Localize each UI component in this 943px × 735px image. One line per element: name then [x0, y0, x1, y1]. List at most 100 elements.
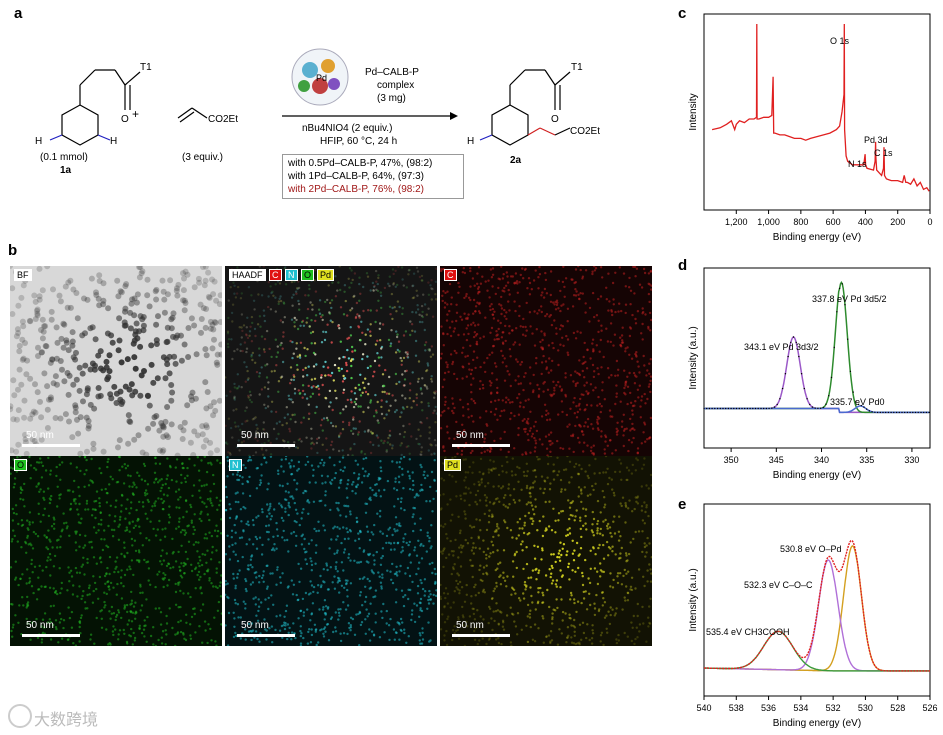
scale-bar [22, 634, 80, 637]
data-point [722, 407, 724, 410]
fit-component-3 [704, 630, 930, 672]
data-point [708, 407, 711, 410]
data-point [825, 403, 827, 405]
data-point [830, 376, 833, 379]
reaction-scheme: T1 O H H (0.1 mmol) 1a + CO2Et (3 equiv.… [35, 48, 600, 176]
panel-label-d: d [678, 257, 688, 274]
catalyst-pd-label: Pd [316, 73, 327, 83]
peak-label: 535.4 eV CH3COOH [706, 627, 790, 637]
x-tick-label: 350 [724, 455, 739, 465]
data-point [860, 404, 862, 407]
data-point [716, 407, 719, 410]
data-point [806, 398, 808, 400]
data-point [787, 355, 789, 358]
x-tick-label: 340 [814, 455, 829, 465]
xps-survey-chart: 1,200 1,000 800 600 400 200 0 Binding energy (e… [688, 13, 933, 243]
microscopy-map-1: BF 50 nm [10, 266, 222, 456]
survey-spectrum [711, 23, 930, 192]
data-point [819, 407, 822, 409]
x-tick-label: 345 [769, 455, 784, 465]
data-point [711, 407, 713, 410]
microscopy-map-6: Pd 50 nm [440, 456, 652, 646]
map-tag-c: C [444, 269, 457, 281]
x-tick-label: 800 [793, 217, 808, 227]
data-point [904, 411, 906, 414]
data-point [744, 407, 746, 410]
scale-bar [452, 634, 510, 637]
data-point [885, 411, 887, 414]
peak-label: Pd 3d [864, 135, 888, 145]
peak-label: C 1s [874, 148, 893, 158]
plot-frame [703, 503, 931, 697]
data-point [887, 411, 890, 414]
data-point [735, 407, 738, 410]
data-point [754, 407, 757, 410]
data-point [730, 407, 732, 410]
x-tick-label: 0 [927, 217, 932, 227]
envelope-line [704, 539, 930, 672]
data-point [822, 406, 824, 409]
peak-label: O 1s [830, 36, 850, 46]
scale-bar-label: 50 nm [241, 430, 269, 441]
starting-material-1a [49, 69, 141, 146]
data-point [855, 400, 857, 403]
data-point [917, 411, 919, 414]
x-tick-label: 400 [858, 217, 873, 227]
data-point [833, 346, 835, 349]
data-point [882, 411, 884, 414]
y-axis-label: Intensity (a.u.) [688, 326, 699, 389]
x-tick-label: 335 [859, 455, 874, 465]
data-point [906, 411, 909, 414]
product-h: H [467, 136, 474, 147]
panel-label-a: a [14, 5, 23, 22]
x-tick-label: 532 [826, 703, 841, 713]
data-point [760, 407, 762, 410]
xps-o1s-chart: 540 538 536 534 532 530 528 526 Binding energy (… [688, 503, 938, 729]
product-group: CO2Et [570, 126, 600, 137]
data-point [866, 408, 868, 410]
peak-label: N 1s [848, 159, 867, 169]
fit-component-1 [704, 545, 930, 672]
data-point [738, 407, 740, 410]
map-texture [440, 456, 652, 646]
panel-label-b: b [8, 242, 18, 259]
data-point [912, 411, 914, 414]
data-point [771, 407, 773, 409]
data-point [898, 411, 900, 414]
peak-label: 343.1 eV Pd 3d3/2 [744, 342, 819, 352]
data-point [768, 407, 770, 410]
data-point [749, 407, 751, 410]
data-point [763, 407, 765, 410]
data-point [925, 411, 928, 414]
panel-label-e: e [678, 496, 687, 513]
plot-frame [703, 267, 931, 449]
peak-label: 337.8 eV Pd 3d5/2 [812, 294, 887, 304]
scale-bar-label: 50 nm [456, 620, 484, 631]
sm-amount: (0.1 mmol) [40, 152, 88, 163]
x-tick-label: 540 [696, 703, 711, 713]
data-point [727, 407, 730, 410]
data-point [706, 407, 708, 410]
map-tag-bf: BF [14, 269, 32, 281]
data-point [868, 410, 871, 412]
scale-bar [452, 444, 510, 447]
sm-h-left: H [35, 136, 42, 147]
x-tick-label: 530 [858, 703, 873, 713]
data-point [776, 403, 778, 406]
scale-bar-label: 50 nm [26, 620, 54, 631]
data-point [928, 411, 930, 414]
data-point [798, 355, 800, 358]
product-oxygen: O [551, 114, 559, 125]
data-point [863, 406, 865, 408]
sm-oxygen: O [121, 114, 129, 125]
catalyst-complex: complex [377, 80, 414, 91]
catalyst-amount: (3 mg) [377, 93, 406, 104]
scale-bar [22, 444, 80, 447]
data-point [920, 411, 922, 414]
watermark-logo-icon [8, 704, 32, 728]
data-point [765, 407, 768, 410]
data-point [847, 338, 849, 340]
product-id: 2a [510, 155, 522, 166]
x-tick-label: 538 [729, 703, 744, 713]
results-box: with 0.5Pd–CALB-P, 47%, (98:2) with 1Pd–… [282, 154, 464, 199]
